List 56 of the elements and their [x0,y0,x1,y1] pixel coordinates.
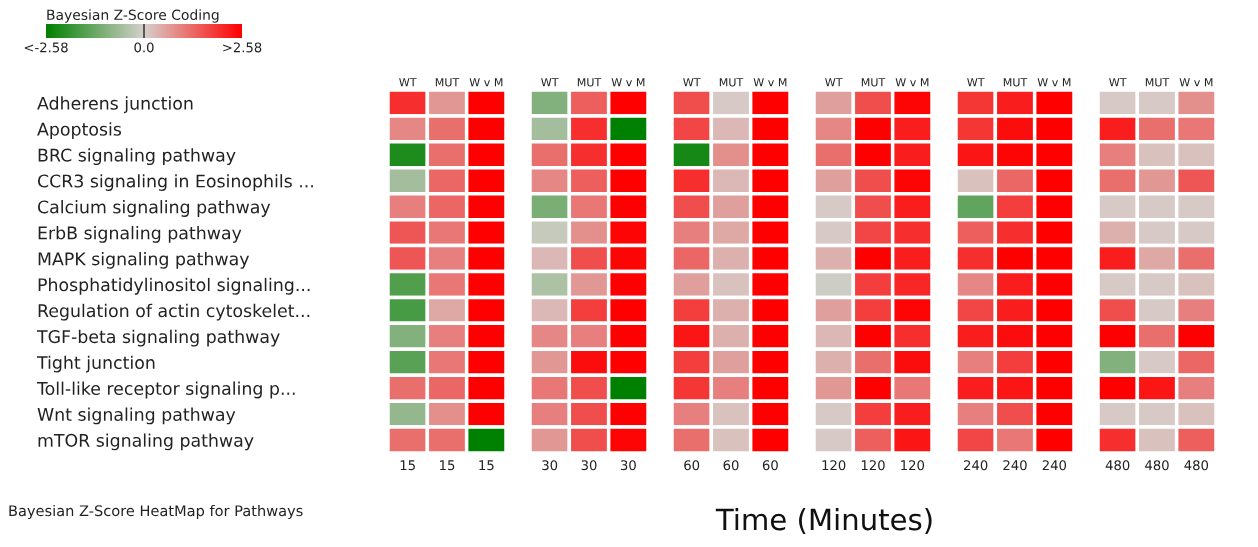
y-tick-label: Calcium signaling pathway [37,200,271,217]
text: 480 [1145,460,1169,471]
y-tick-label: TGF-beta signaling pathway [36,329,280,347]
x-tick-label: MUT [719,78,744,87]
text: 240 [1042,460,1067,471]
y-tick-label: MAPK signaling pathway [38,251,250,269]
text: 240 [1003,460,1027,471]
color-bar-label: 0.0 [134,42,154,53]
x-tick-label: WT [683,78,701,87]
text: 240 [964,460,988,471]
color-bar-title: Bayesian Z-Score Coding [47,9,219,23]
text: 15 [400,460,415,471]
text: 30 [620,460,636,471]
y-tick-label: CCR3 signaling in Eosinophils ... [37,174,313,191]
y-tick-label: Tight junction [36,355,155,373]
text: 15 [479,460,494,471]
x-tick-label: WT [967,78,985,87]
x-tick-label: MUT [1003,78,1028,87]
color-bar-label: <-2.58 [24,42,68,53]
color-bar-label: >2.58 [223,42,262,53]
text: 120 [861,460,885,471]
x-tick-label: W v M [1179,78,1213,87]
y-tick-label: Toll-like receptor signaling p... [36,381,295,399]
y-tick-label: mTOR signaling pathway [38,433,254,451]
text: 60 [684,460,700,471]
x-tick-label: W v M [611,78,645,87]
text: 30 [581,460,597,471]
x-tick-label: WT [541,78,559,87]
y-tick-label: Wnt signaling pathway [37,407,236,425]
x-tick-label: WT [399,78,417,87]
y-tick-label: Adherens junction [37,96,193,114]
x-tick-label: W v M [895,78,929,87]
text: 480 [1105,460,1130,471]
text: 120 [822,460,846,471]
x-axis-title: Time (Minutes) [715,507,932,534]
y-tick-label: BRC signaling pathway [38,148,236,166]
text: 60 [723,460,739,471]
y-tick-label: Apoptosis [37,122,122,140]
y-tick-label: ErbB signaling pathway [38,226,242,243]
text: Bayesian Z-Score HeatMap for Pathways [9,504,303,520]
text: 60 [762,460,778,471]
x-tick-label: MUT [861,78,886,87]
x-tick-label: WT [1109,78,1127,87]
x-tick-label: WT [825,78,843,87]
y-tick-label: Regulation of actin cytoskelet... [38,303,310,321]
x-tick-label: MUT [435,78,460,87]
x-tick-label: MUT [577,78,602,87]
x-tick-label: W v M [469,78,503,87]
x-tick-label: W v M [1037,78,1071,87]
y-tick-label: Phosphatidylinositol signaling... [38,277,310,295]
text: 30 [542,460,558,471]
text: 120 [901,460,925,471]
text: 15 [440,460,455,471]
x-tick-label: MUT [1145,78,1170,87]
text: 480 [1184,460,1209,471]
x-tick-label: W v M [753,78,787,87]
